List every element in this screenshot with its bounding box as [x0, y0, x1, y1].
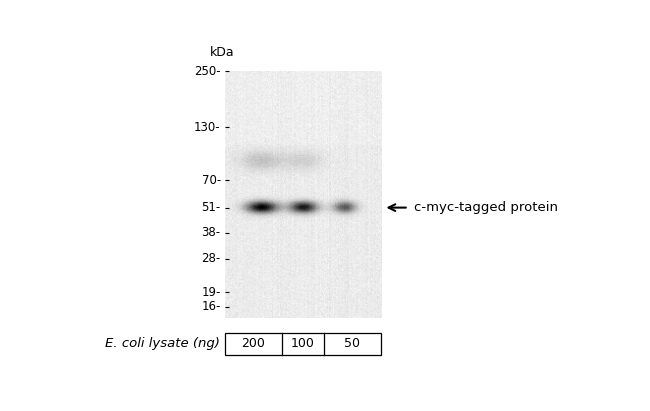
Text: 50: 50 — [344, 337, 360, 350]
Text: 130-: 130- — [194, 121, 221, 134]
Bar — [225, 332, 381, 355]
Text: c-myc-tagged protein: c-myc-tagged protein — [414, 201, 558, 214]
Text: 250-: 250- — [194, 65, 221, 78]
Text: 28-: 28- — [202, 252, 221, 266]
Text: kDa: kDa — [210, 46, 235, 59]
Text: E. coli lysate (ng): E. coli lysate (ng) — [105, 337, 220, 350]
Text: 200: 200 — [242, 337, 265, 350]
Text: 100: 100 — [291, 337, 315, 350]
Text: 51-: 51- — [202, 201, 221, 214]
Text: 38-: 38- — [202, 226, 221, 239]
Text: 16-: 16- — [202, 300, 221, 313]
Text: 19-: 19- — [202, 286, 221, 299]
Text: 70-: 70- — [202, 174, 221, 187]
